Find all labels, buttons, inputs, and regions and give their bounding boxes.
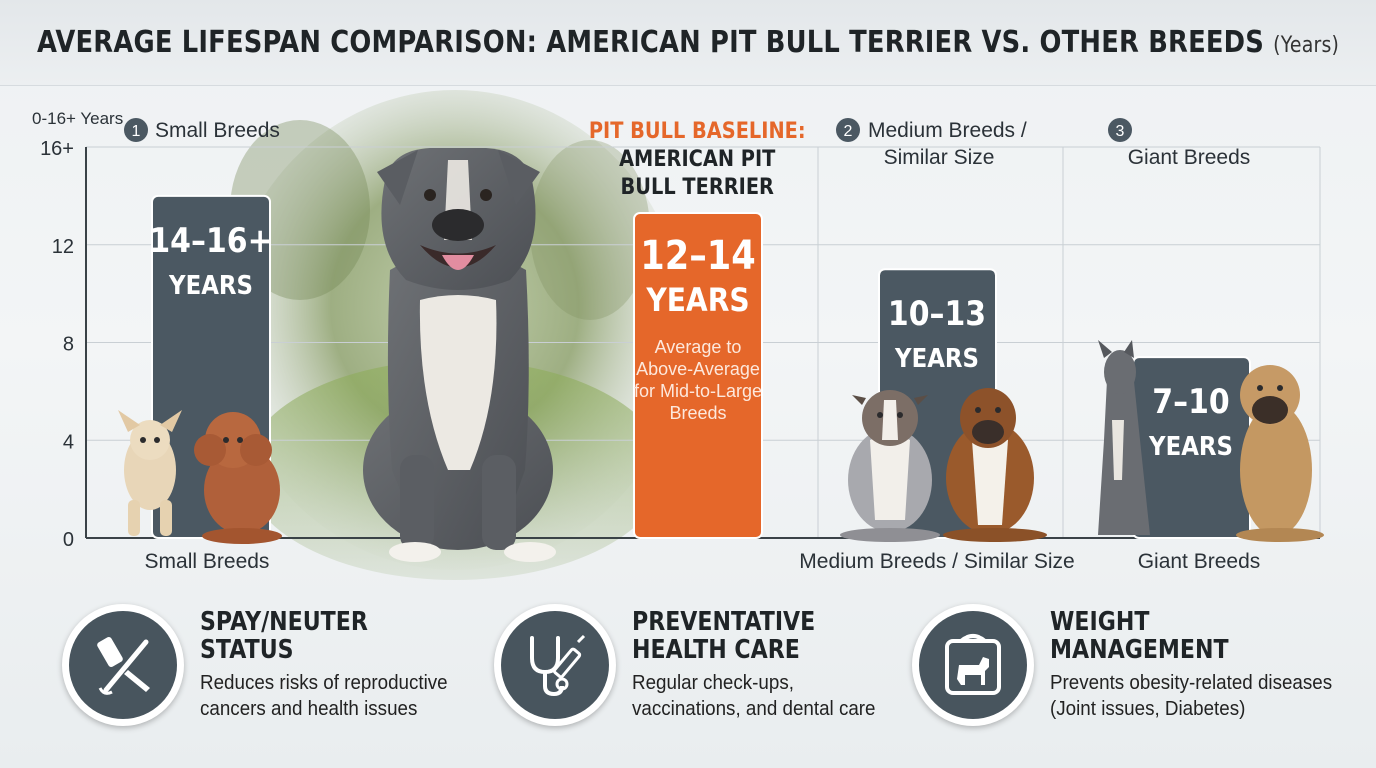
- feature-preventative-care: PREVENTATIVE HEALTH CARE Regular check-u…: [494, 604, 914, 728]
- x-tick-label: Giant Breeds: [1138, 550, 1261, 573]
- medium-dogs-illustration: [840, 388, 1047, 542]
- feature-title: PREVENTATIVE HEALTH CARE: [632, 607, 816, 665]
- y-tick-label: 16+: [40, 138, 74, 160]
- feature-description: Reduces risks of reproductive cancers an…: [200, 672, 448, 720]
- bar-value-label: 7–10: [1152, 381, 1229, 421]
- bar: [633, 211, 763, 539]
- category-header: Giant Breeds: [1128, 146, 1251, 169]
- category-headers: 1 Small Breeds PIT BULL BASELINE: AMERICAN …: [124, 118, 1250, 199]
- baseline-header: BULL TERRIER: [621, 174, 774, 199]
- y-axis-title: 0-16+ Years: [32, 109, 123, 128]
- feature-title: SPAY/NEUTER STATUS: [200, 607, 368, 665]
- bar-unit-label: YEARS: [168, 269, 253, 300]
- category-header: Small Breeds: [155, 119, 280, 142]
- x-tick-label: Medium Breeds / Similar Size: [799, 550, 1074, 573]
- giant-dogs-illustration: [1098, 340, 1324, 542]
- feature-spay-neuter: SPAY/NEUTER STATUS Reduces risks of repr…: [62, 604, 482, 728]
- y-tick-label: 0: [63, 529, 74, 551]
- baseline-header: AMERICAN PIT: [619, 146, 776, 171]
- bar-sub-label: for Mid-to-Large: [634, 381, 762, 401]
- bar-sub-label: Breeds: [669, 403, 726, 423]
- bars: [151, 194, 1251, 539]
- scale-dog-icon: [912, 604, 1034, 726]
- pitbull-dog: [363, 148, 556, 562]
- title-unit: (Years): [1273, 33, 1340, 58]
- x-axis-labels: Small Breeds Medium Breeds / Similar Size…: [145, 550, 1261, 573]
- feature-description: Prevents obesity-related diseases (Joint…: [1050, 672, 1333, 720]
- y-tick-label: 12: [52, 236, 74, 258]
- chart-title: AVERAGE LIFESPAN COMPARISON: AMERICAN PI…: [36, 25, 1340, 60]
- bar-unit-label: YEARS: [645, 282, 749, 319]
- y-tick-label: 8: [63, 334, 74, 356]
- bar-unit-label: YEARS: [894, 343, 979, 374]
- feature-weight-management: WEIGHT MANAGEMENT Prevents obesity-relat…: [912, 604, 1362, 728]
- small-dogs-illustration: [118, 410, 282, 544]
- bar-value-label: 14–16+: [149, 220, 272, 260]
- title-bar: AVERAGE LIFESPAN COMPARISON: AMERICAN PI…: [0, 0, 1376, 86]
- bar-unit-label: YEARS: [1148, 431, 1233, 462]
- number-badge-text: 2: [844, 123, 853, 140]
- bar-value-label: 12–14: [640, 232, 756, 279]
- category-header: Similar Size: [884, 146, 995, 169]
- feature-title: WEIGHT MANAGEMENT: [1050, 607, 1229, 665]
- bar-value-label: 10–13: [888, 293, 986, 333]
- number-badge: [1108, 118, 1132, 142]
- bar-sub-label: Average to: [655, 337, 742, 357]
- syringe-scalpel-icon: [62, 604, 184, 726]
- feature-description: Regular check-ups, vaccinations, and den…: [632, 672, 876, 720]
- bar-sub-label: Above-Average: [636, 359, 760, 379]
- y-tick-label: 4: [63, 431, 74, 453]
- number-badge: [124, 118, 148, 142]
- number-badge-text: 3: [1116, 123, 1125, 140]
- x-tick-label: Small Breeds: [145, 550, 270, 573]
- category-header: Medium Breeds /: [868, 119, 1027, 142]
- baseline-header-accent: PIT BULL BASELINE:: [589, 118, 806, 143]
- stethoscope-icon: [494, 604, 616, 726]
- number-badge: [836, 118, 860, 142]
- number-badge-text: 1: [132, 123, 141, 140]
